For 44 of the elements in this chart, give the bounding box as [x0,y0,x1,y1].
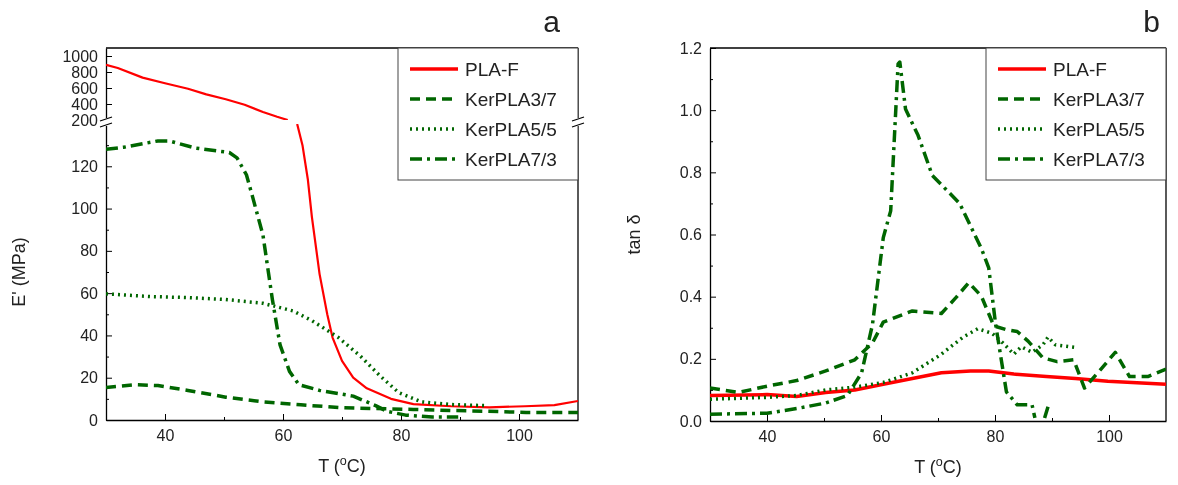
line-series [710,369,1166,399]
y-tick-label: 0.8 [679,163,703,181]
text: b [1143,5,1160,38]
y-tick-label: 0.4 [679,288,703,306]
y-tick-label: 1.2 [679,39,703,57]
y-tick-label: 120 [71,157,99,175]
x-tick-label: 100 [1096,428,1123,446]
legend-label: PLA-F [1053,59,1107,80]
x-axis-title: T ($^{o}$C) [914,455,962,477]
legend-label: KerPLA5/5 [465,119,557,140]
y-tick-label: 0.0 [679,412,703,430]
legend-label: KerPLA7/3 [465,149,557,170]
x-tick-label: 60 [274,427,293,445]
y-tick-label: 600 [71,79,99,97]
legend-label: KerPLA3/7 [465,89,557,110]
y-tick-label: 0.6 [679,226,703,244]
y-tick-label: 100 [71,200,99,218]
y-tick-label: 1.0 [679,101,703,119]
legend-label: KerPLA7/3 [1053,149,1145,170]
x-tick-label: 100 [506,427,533,445]
y-tick-label: 0 [89,411,99,429]
legend-label: KerPLA5/5 [1053,119,1145,140]
x-tick-label: 40 [156,427,175,445]
x-tick-label: 80 [392,427,411,445]
y-axis-title: tan δ [624,214,644,255]
x-tick-label: 80 [986,428,1005,446]
y-tick-label: 40 [80,327,99,345]
text: a [543,5,561,38]
line-series [106,63,289,120]
x-tick-label: 60 [872,428,891,446]
y-tick-label: 200 [71,111,99,129]
x-tick-label: 40 [758,428,777,446]
y-tick-label: 1000 [62,47,99,65]
y-tick-label: 20 [80,369,99,387]
y-axis-title: E' (MPa) [9,237,29,307]
y-tick-label: 0.2 [679,350,703,368]
y-tick-label: 60 [80,284,99,302]
y-tick-label: 400 [71,95,99,113]
x-axis-title: T ($^{o}$C) [318,454,366,476]
line-series [296,124,578,409]
legend-label: PLA-F [465,59,519,80]
legend-label: KerPLA3/7 [1053,89,1145,110]
y-tick-label: 80 [80,242,99,260]
y-tick-label: 800 [71,63,99,81]
